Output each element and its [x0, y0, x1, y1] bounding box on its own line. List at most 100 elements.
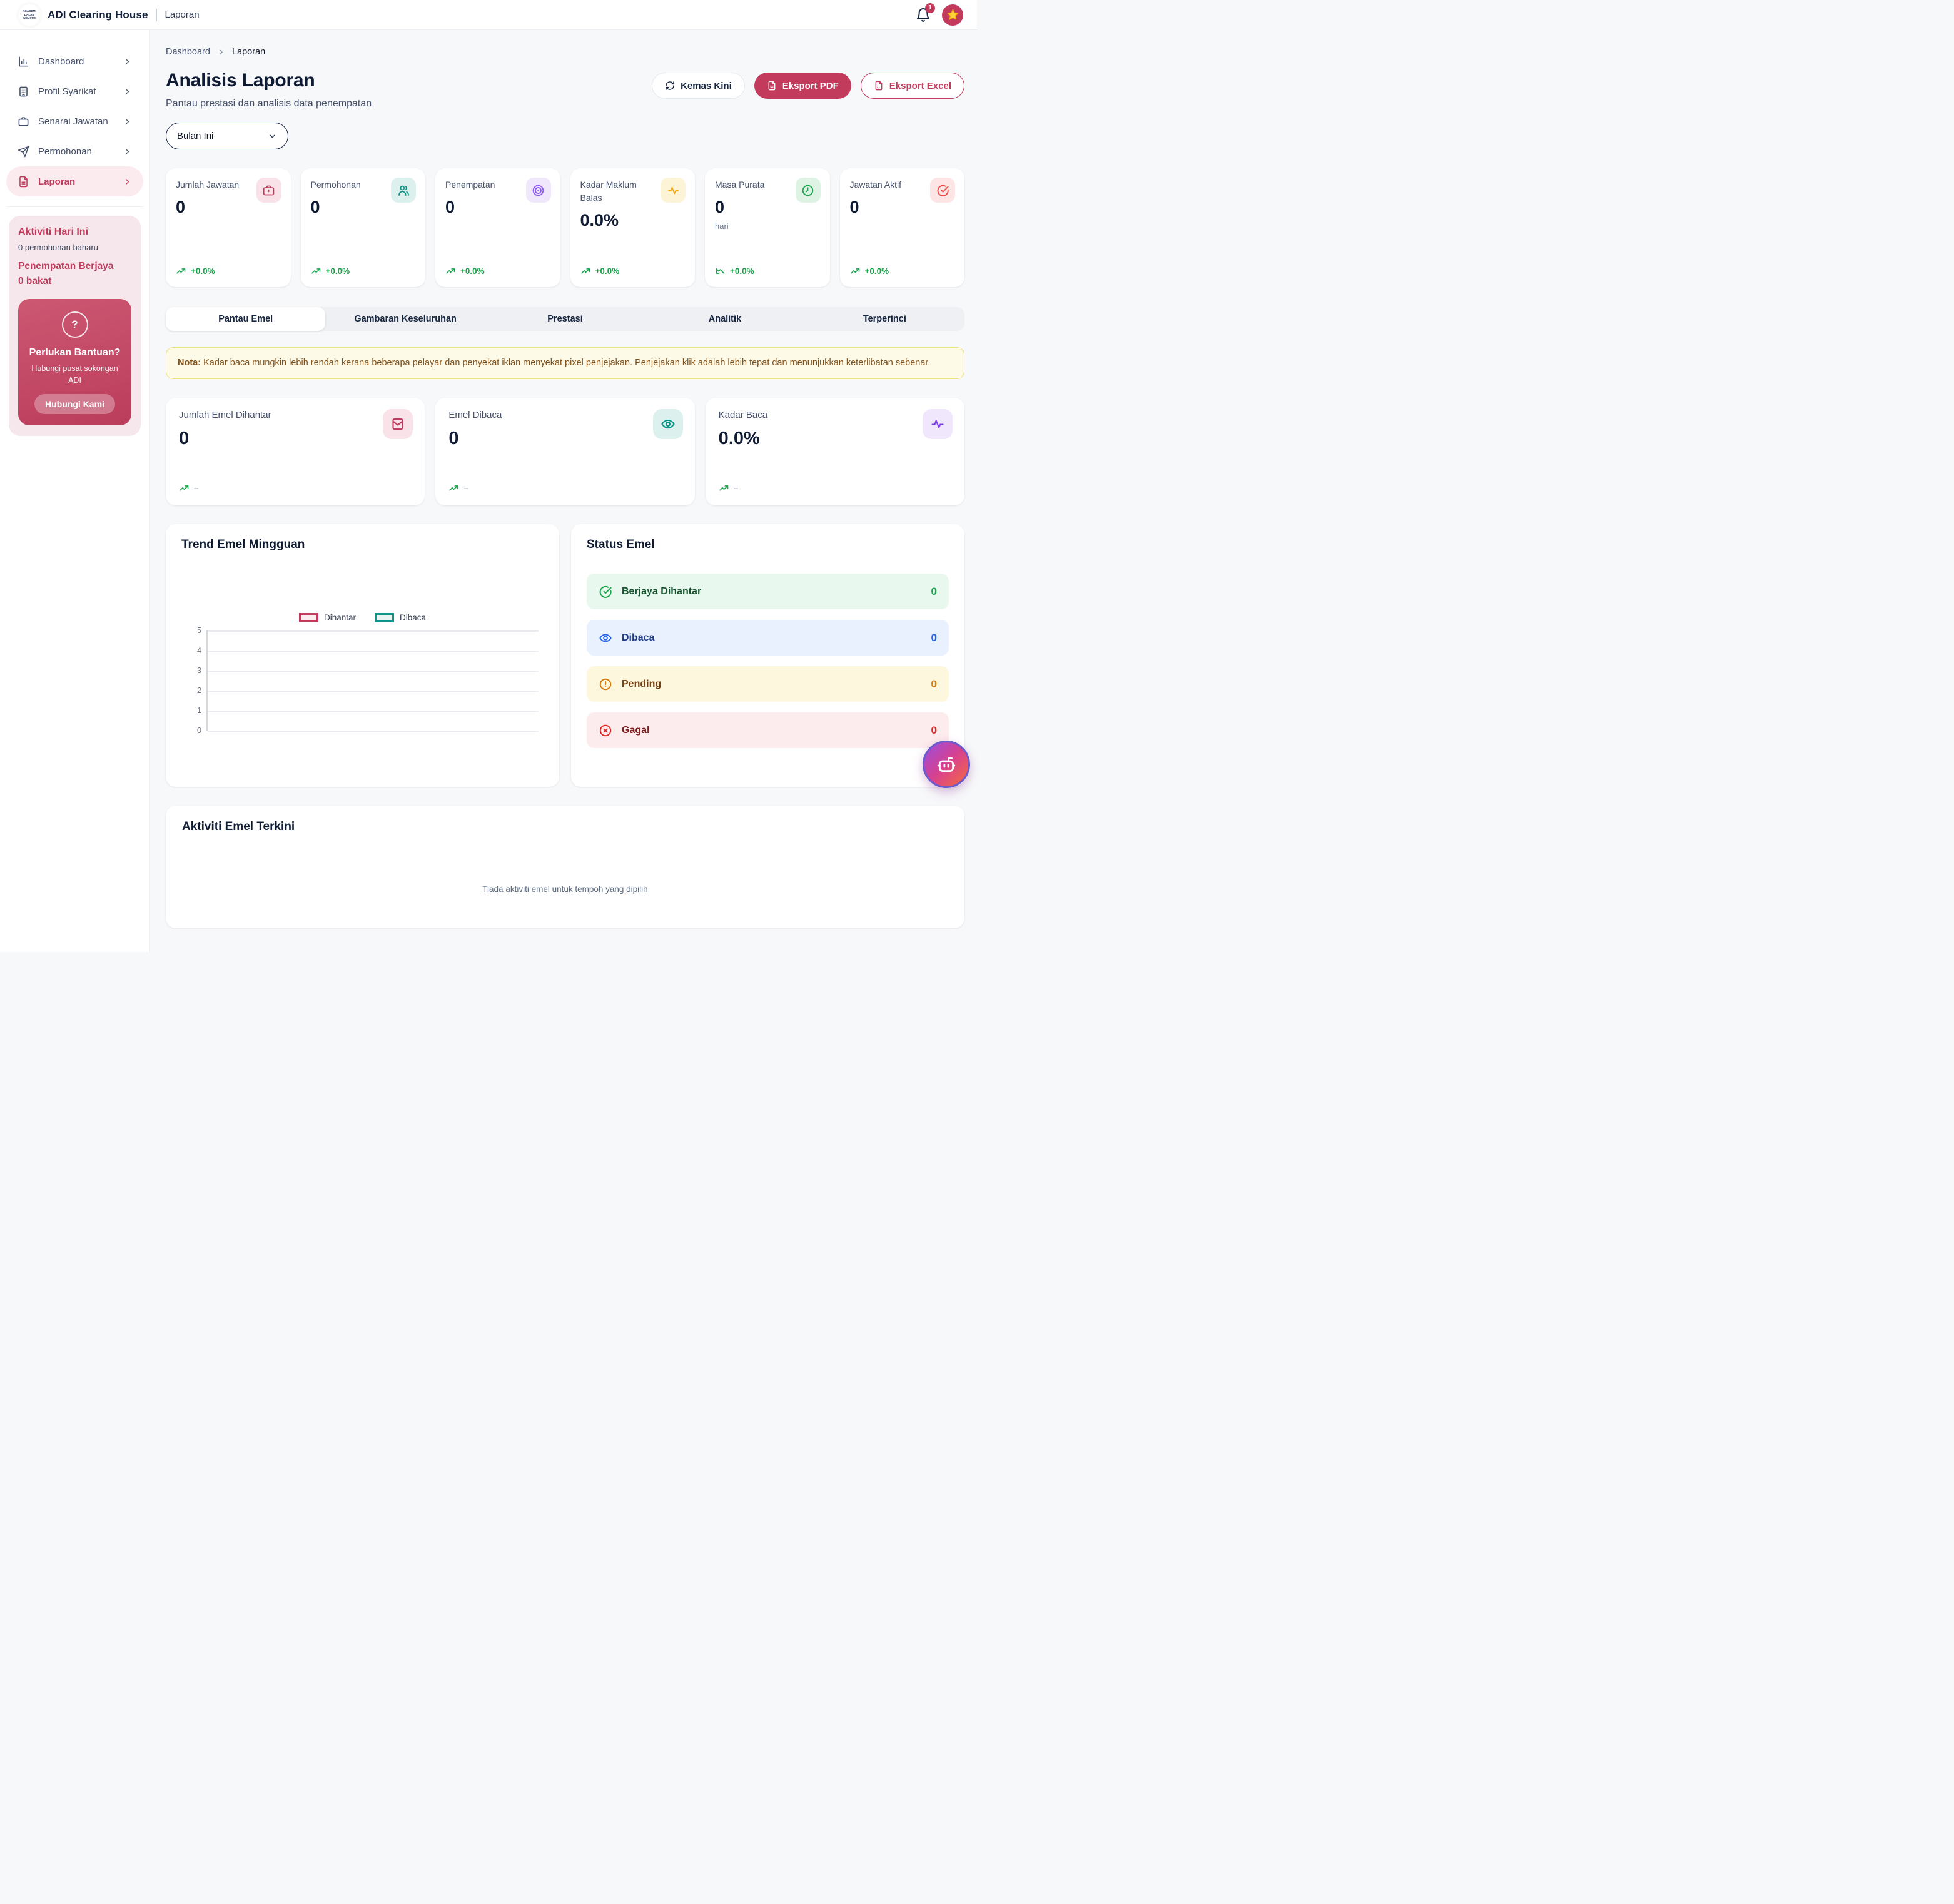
help-subtitle: Hubungi pusat sokongan ADI — [31, 363, 118, 385]
star-icon — [946, 8, 959, 21]
sidebar-item-label: Dashboard — [38, 56, 84, 67]
status-row-berjaya-dihantar: Berjaya Dihantar 0 — [587, 574, 949, 610]
status-label: Gagal — [622, 724, 650, 736]
period-select[interactable]: Bulan Ini — [166, 123, 288, 149]
stat-value: 0 — [849, 198, 859, 216]
sidebar-divider — [6, 206, 143, 207]
logo-line: DALAM — [24, 13, 35, 16]
email-trend-value: – — [733, 484, 739, 494]
gridline — [208, 630, 539, 632]
report-tabs: Pantau Emel Gambaran Keseluruhan Prestas… — [166, 307, 964, 331]
sidebar-item-dashboard[interactable]: Dashboard — [6, 46, 143, 76]
chevron-right-icon — [123, 57, 132, 66]
export-excel-button[interactable]: Eksport Excel — [860, 73, 964, 99]
tab-terperinci[interactable]: Terperinci — [863, 314, 906, 324]
page-subtitle: Pantau prestasi dan analisis data penemp… — [166, 98, 372, 109]
chatbot-fab-button[interactable] — [923, 741, 970, 788]
sidebar-item-senarai-jawatan[interactable]: Senarai Jawatan — [6, 106, 143, 136]
chevron-right-icon — [123, 177, 132, 186]
tab-gambaran-keseluruhan[interactable]: Gambaran Keseluruhan — [354, 314, 457, 324]
activity-icon — [661, 178, 686, 203]
stat-label: Penempatan — [445, 180, 495, 190]
chart-title: Trend Emel Mingguan — [181, 538, 305, 552]
tab-analitik[interactable]: Analitik — [708, 314, 742, 324]
pulse-icon — [923, 409, 953, 440]
briefcase-icon — [18, 116, 29, 128]
stats-grid: Jumlah Jawatan 0 +0.0% Permohonan 0 +0.0… — [166, 168, 964, 287]
stat-value: 0 — [176, 198, 186, 216]
today-activity-title: Aktiviti Hari Ini — [18, 226, 89, 237]
stat-card-penempatan: Penempatan 0 +0.0% — [435, 168, 560, 287]
stat-trend: +0.0% — [176, 266, 215, 276]
status-row-gagal: Gagal 0 — [587, 712, 949, 749]
refresh-button[interactable]: Kemas Kini — [652, 73, 745, 99]
email-stat-trend: – — [448, 483, 468, 494]
stat-trend-value: +0.0% — [595, 266, 620, 276]
status-value: 0 — [931, 724, 937, 736]
email-stat-value: 0.0% — [718, 428, 760, 449]
briefcase-icon — [256, 178, 281, 203]
status-label: Pending — [622, 678, 662, 689]
tab-pantau-emel[interactable]: Pantau Emel — [166, 307, 326, 331]
main-content: Dashboard Laporan Analisis Laporan Panta… — [150, 30, 977, 952]
eye-icon — [652, 409, 683, 440]
bar-chart-icon — [18, 56, 29, 68]
avatar[interactable] — [942, 4, 963, 26]
stat-trend: +0.0% — [580, 266, 620, 276]
mail-icon — [383, 409, 413, 440]
alert-circle-icon — [599, 677, 612, 691]
status-title: Status Emel — [587, 538, 655, 552]
email-stat-trend: – — [719, 483, 739, 494]
adi-logo: AKADEMI DALAM INDUSTRI — [19, 4, 40, 26]
sidebar-item-permohonan[interactable]: Permohonan — [6, 136, 143, 166]
status-label: Dibaca — [622, 632, 655, 643]
trending-up-icon — [448, 483, 459, 494]
stat-card-permohonan: Permohonan 0 +0.0% — [300, 168, 425, 287]
sidebar-item-label: Profil Syarikat — [38, 86, 96, 97]
export-pdf-button[interactable]: Eksport PDF — [754, 73, 851, 99]
stat-unit: hari — [715, 221, 729, 231]
y-axis-tick: 2 — [197, 686, 201, 696]
new-applications-text: 0 permohonan baharu — [18, 243, 98, 252]
stat-label: Jumlah Jawatan — [176, 180, 240, 190]
gridline — [208, 651, 539, 652]
sidebar-item-label: Permohonan — [38, 146, 92, 157]
stat-card-jumlah-jawatan: Jumlah Jawatan 0 +0.0% — [166, 168, 291, 287]
target-icon — [525, 178, 551, 203]
export-excel-label: Eksport Excel — [889, 80, 951, 91]
placement-success-count: 0 bakat — [18, 276, 52, 287]
email-stat-label: Kadar Baca — [718, 410, 768, 421]
toolbar: Kemas Kini Eksport PDF Eksport Excel — [652, 73, 964, 99]
sidebar-item-laporan[interactable]: Laporan — [6, 166, 143, 196]
notifications-button[interactable]: 1 — [916, 3, 935, 23]
sidebar-item-profil-syarikat[interactable]: Profil Syarikat — [6, 76, 143, 106]
chart-plot-area: 5 4 3 2 1 0 — [197, 626, 539, 735]
legend-item-dihantar: Dihantar — [298, 613, 356, 623]
clock-icon — [795, 178, 821, 203]
breadcrumb-dashboard-link[interactable]: Dashboard — [166, 47, 210, 57]
contact-us-button[interactable]: Hubungi Kami — [34, 394, 115, 415]
status-value: 0 — [931, 631, 937, 644]
chevron-right-icon — [123, 117, 132, 126]
status-label: Berjaya Dihantar — [622, 585, 702, 597]
question-mark-icon: ? — [61, 311, 88, 338]
breadcrumb-current: Laporan — [231, 47, 266, 57]
file-text-icon — [18, 176, 29, 188]
note-text: Kadar baca mungkin lebih rendah kerana b… — [201, 358, 931, 368]
logo-line: AKADEMI — [23, 9, 36, 13]
period-value: Bulan Ini — [177, 131, 214, 141]
trending-up-icon — [445, 266, 456, 276]
header-section-label: Laporan — [165, 9, 200, 20]
trending-down-icon — [715, 266, 726, 276]
breadcrumb: Dashboard Laporan — [166, 47, 964, 57]
trending-up-icon — [719, 483, 729, 494]
trending-up-icon — [850, 266, 861, 276]
stat-trend-value: +0.0% — [730, 266, 754, 276]
legend-item-dibaca: Dibaca — [375, 613, 426, 623]
tab-prestasi[interactable]: Prestasi — [547, 314, 583, 324]
sidebar-item-label: Senarai Jawatan — [38, 116, 108, 127]
trending-up-icon — [179, 483, 190, 494]
email-stat-value: 0 — [448, 428, 459, 449]
stat-trend-value: +0.0% — [460, 266, 485, 276]
stat-trend: +0.0% — [311, 266, 350, 276]
